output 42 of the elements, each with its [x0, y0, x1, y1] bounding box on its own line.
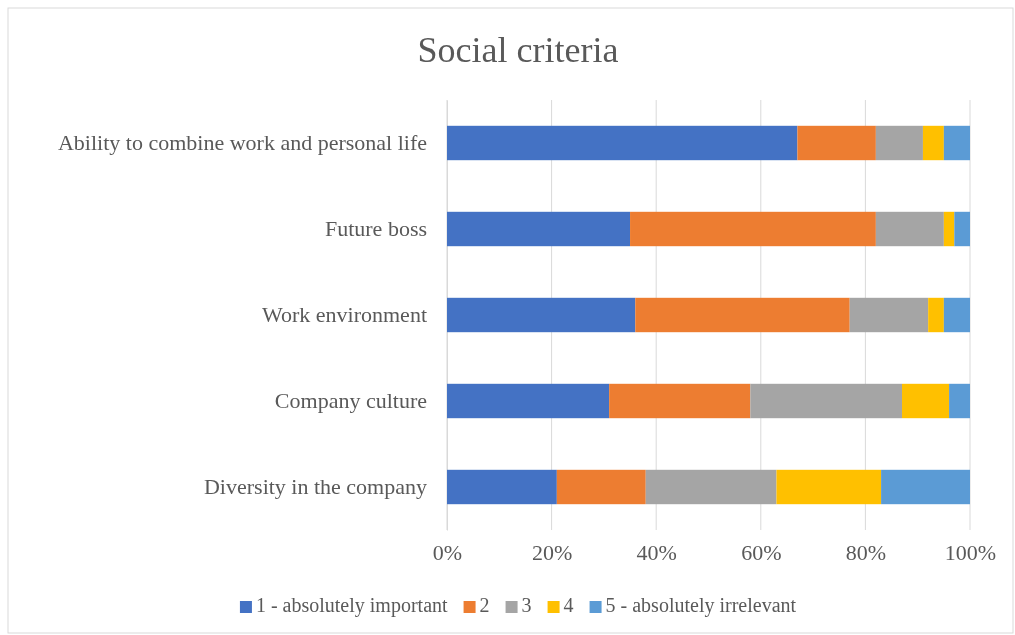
bar: [556, 469, 646, 505]
legend-label: 2: [479, 594, 490, 616]
y-tick-label: Work environment: [261, 302, 427, 328]
bar: [943, 297, 970, 333]
legend-label: 4: [563, 594, 574, 616]
y-tick-label: Ability to combine work and personal life: [57, 130, 427, 156]
bar: [928, 297, 944, 333]
bar: [875, 211, 944, 247]
legend-label: 5 - absolutely irrelevant: [605, 594, 797, 617]
x-tick-label: 80%: [845, 539, 887, 565]
bar: [881, 469, 970, 505]
bar: [849, 297, 929, 333]
bar: [797, 125, 876, 161]
x-tick-label: 0%: [432, 539, 463, 565]
x-tick-label: 60%: [741, 539, 782, 565]
bar: [943, 125, 970, 161]
legend-label: 3: [521, 594, 532, 616]
y-tick-label: Future boss: [324, 216, 427, 242]
bar: [949, 383, 970, 419]
bar: [776, 469, 882, 505]
x-tick-label: 20%: [531, 539, 573, 565]
bar: [609, 383, 751, 419]
bar: [875, 125, 923, 161]
bar: [954, 211, 970, 247]
bar: [902, 383, 950, 419]
bar: [447, 383, 610, 419]
legend-label: 1 - absolutely important: [255, 594, 448, 617]
chart-title: Social criteria: [417, 30, 619, 70]
bar: [447, 125, 798, 161]
x-tick-label: 100%: [944, 539, 997, 565]
bar: [447, 211, 631, 247]
bar: [645, 469, 777, 505]
x-tick-label: 40%: [636, 539, 677, 565]
bar: [750, 383, 903, 419]
bar: [943, 211, 955, 247]
y-tick-label: Diversity in the company: [203, 474, 427, 500]
bar: [630, 211, 876, 247]
bar: [447, 297, 636, 333]
bar: [447, 469, 557, 505]
bar: [922, 125, 944, 161]
y-tick-label: Company culture: [274, 388, 427, 414]
bar: [635, 297, 850, 333]
